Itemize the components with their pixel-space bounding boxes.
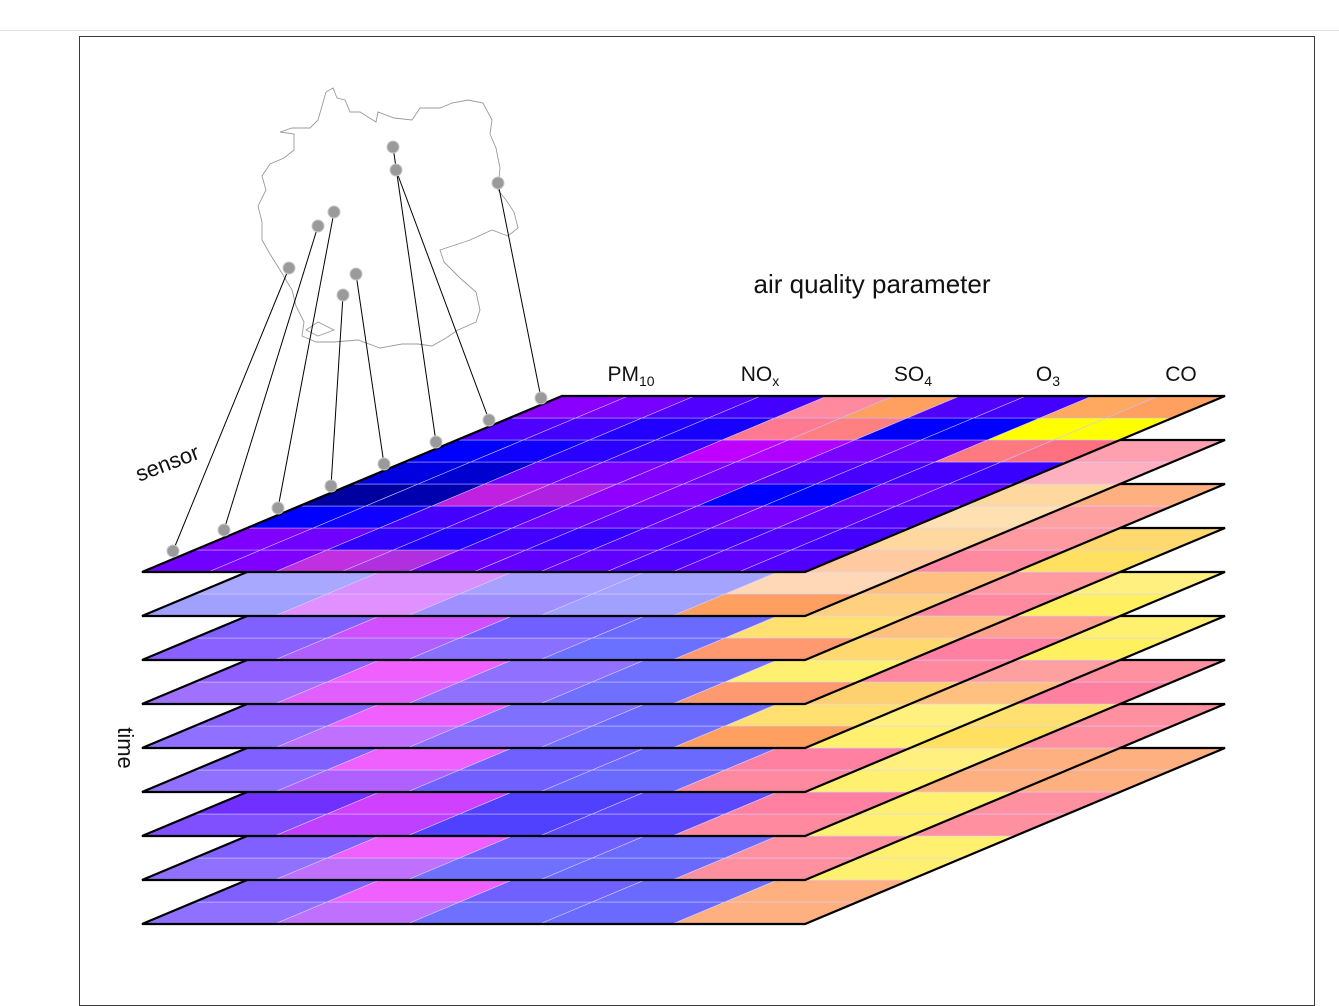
sensor-link-line bbox=[395, 169, 490, 421]
parameter-subscript: 10 bbox=[639, 373, 655, 389]
parameter-labels: PM10 NOx SO4 O3 CO bbox=[607, 363, 1196, 389]
parameter-label: CO bbox=[1165, 363, 1197, 386]
sensor-link-line bbox=[172, 267, 290, 552]
sensor-location-point bbox=[389, 163, 403, 177]
parameter-label: PM10 bbox=[607, 363, 654, 389]
parameter-name: O bbox=[1036, 363, 1052, 386]
sensor-link-line bbox=[277, 211, 335, 509]
sensor-link-line bbox=[330, 294, 344, 487]
parameter-label: NOx bbox=[741, 363, 780, 389]
parameter-name: NO bbox=[741, 363, 773, 386]
sensor-row-point bbox=[271, 501, 285, 515]
sensor-location-point bbox=[327, 205, 341, 219]
sensor-row-point bbox=[166, 544, 180, 558]
sensor-row-point bbox=[429, 435, 443, 449]
sensor-link-line bbox=[223, 225, 319, 531]
sensor-row-point bbox=[482, 413, 496, 427]
sensor-row-point bbox=[217, 523, 231, 537]
sensor-location-point bbox=[336, 288, 350, 302]
top-bar bbox=[0, 0, 1339, 31]
sensor-link-line bbox=[392, 146, 437, 443]
parameter-subscript: 4 bbox=[924, 373, 932, 389]
parameter-subscript: 3 bbox=[1052, 373, 1060, 389]
sensor-links bbox=[166, 140, 548, 558]
sensor-link-line bbox=[355, 273, 385, 465]
lake-outline bbox=[305, 321, 336, 337]
sensor-axis-label: sensor bbox=[132, 439, 203, 486]
sensor-location-point bbox=[491, 176, 505, 190]
parameter-name: PM bbox=[607, 363, 639, 386]
sensor-row-point bbox=[534, 391, 548, 405]
sensor-row-point bbox=[377, 457, 391, 471]
parameter-label: O3 bbox=[1036, 363, 1060, 389]
title-label: air quality parameter bbox=[754, 269, 991, 299]
parameter-name: SO bbox=[894, 363, 924, 386]
parameter-label: SO4 bbox=[894, 363, 932, 389]
time-layers bbox=[141, 438, 1226, 926]
sensor-location-point bbox=[386, 140, 400, 154]
sensor-link-line bbox=[497, 182, 542, 399]
parameter-name: CO bbox=[1165, 363, 1197, 386]
time-axis-label: time bbox=[113, 727, 138, 769]
sensor-location-point bbox=[282, 261, 296, 275]
top-layer-outline bbox=[141, 394, 1226, 574]
sensor-row-point bbox=[324, 479, 338, 493]
germany-outline bbox=[257, 87, 519, 349]
germany-map bbox=[257, 87, 519, 349]
figure-labels: air quality parameter sensor time PM10 NO… bbox=[113, 269, 1197, 769]
sensor-location-point bbox=[349, 267, 363, 281]
sensor-location-point bbox=[311, 219, 325, 233]
parameter-subscript: x bbox=[772, 373, 779, 389]
sensor-parameter-layer bbox=[141, 394, 1226, 574]
